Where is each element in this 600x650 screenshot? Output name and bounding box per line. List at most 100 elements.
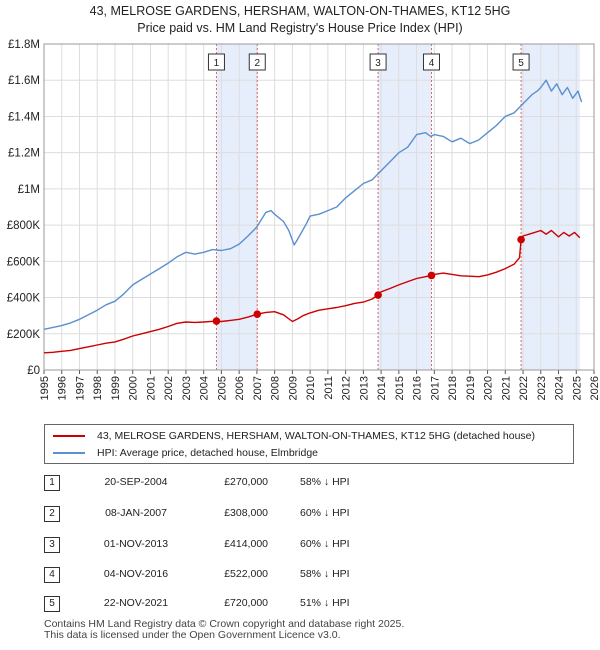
y-tick-label: £800K (7, 220, 41, 232)
transaction-hpi-diff: 60% ↓ HPI (300, 507, 350, 519)
x-tick-label: 2024 (554, 376, 566, 400)
sale-label-box (369, 53, 387, 71)
x-tick-label: 2022 (518, 376, 530, 400)
x-tick-label: 2002 (163, 376, 175, 400)
footer: Contains HM Land Registry data © Crown c… (44, 619, 404, 641)
chart-title: 43, MELROSE GARDENS, HERSHAM, WALTON-ON-… (0, 3, 600, 37)
sale-label-box (207, 53, 225, 71)
transaction-number: 1 (44, 475, 60, 491)
x-tick-label: 2000 (128, 376, 140, 400)
sale-label-box (422, 53, 440, 71)
table-row: 1 20-SEP-2004 £270,000 58% ↓ HPI (0, 475, 600, 493)
x-tick-label: 2017 (429, 376, 441, 400)
hpi-line (43, 79, 583, 330)
x-tick-label: 2003 (181, 376, 193, 400)
sale-point (427, 271, 436, 280)
y-tick-label: £1.8M (8, 39, 40, 51)
x-tick-label: 2007 (252, 376, 264, 400)
transaction-date: 08-JAN-2007 (105, 507, 167, 519)
legend: 43, MELROSE GARDENS, HERSHAM, WALTON-ON-… (44, 424, 574, 464)
transaction-date: 01-NOV-2013 (103, 538, 169, 550)
x-tick-label: 2014 (376, 376, 388, 400)
sale-point (212, 317, 221, 325)
sale-point (253, 310, 262, 319)
legend-swatch-property (53, 435, 85, 437)
x-tick-label: 2026 (589, 376, 600, 400)
transaction-price: £308,000 (224, 507, 268, 519)
sale-label-box (512, 53, 530, 71)
plot-area (44, 44, 594, 370)
y-tick-label: £1M (18, 184, 40, 196)
footer-line-1: Contains HM Land Registry data © Crown c… (44, 618, 405, 630)
transaction-number: 3 (44, 537, 60, 553)
transaction-price: £522,000 (224, 568, 268, 580)
title-line-2: Price paid vs. HM Land Registry's House … (137, 21, 463, 35)
price-chart: £0 £200K £400K £600K £800K £1M £1.2M £1.4M £1.6M… (7, 39, 600, 400)
x-tick-label: 1995 (39, 376, 51, 400)
x-tick-label: 2021 (500, 376, 512, 400)
legend-label-hpi: HPI: Average price, detached house, Elmb… (97, 447, 319, 459)
y-tick-label: £400K (7, 293, 41, 305)
sale-label: 3 (369, 53, 387, 71)
table-row: 2 08-JAN-2007 £308,000 60% ↓ HPI (0, 506, 600, 524)
title-line-1: 43, MELROSE GARDENS, HERSHAM, WALTON-ON-… (89, 4, 511, 18)
sale-label: 2 (248, 53, 266, 71)
y-tick-label: £200K (7, 329, 41, 341)
transaction-price: £270,000 (224, 476, 268, 488)
y-tick-label: £1.4M (8, 111, 40, 123)
x-tick-label: 2015 (394, 376, 406, 400)
x-tick-label: 2009 (287, 376, 299, 400)
sale-label-number: 3 (375, 58, 381, 69)
table-row: 5 22-NOV-2021 £720,000 51% ↓ HPI (0, 596, 600, 614)
x-tick-label: 2019 (465, 376, 477, 400)
transaction-price: £720,000 (224, 597, 268, 609)
sale-label: 4 (422, 53, 440, 71)
x-tick-label: 2004 (199, 376, 211, 400)
y-tick-label: £1.2M (8, 148, 40, 160)
transaction-hpi-diff: 58% ↓ HPI (300, 568, 350, 580)
y-tick-label: £0 (27, 365, 40, 377)
x-tick-label: 2001 (145, 376, 157, 400)
x-tick-label: 2010 (305, 376, 317, 400)
footer-line-2: This data is licensed under the Open Gov… (44, 629, 341, 641)
sale-point (517, 235, 525, 244)
transaction-number: 5 (44, 596, 60, 612)
shaded-period (378, 44, 432, 370)
y-tick-label: £600K (7, 256, 41, 268)
transaction-hpi-diff: 51% ↓ HPI (300, 597, 350, 609)
table-row: 4 04-NOV-2016 £522,000 58% ↓ HPI (0, 567, 600, 585)
sale-label: 1 (207, 53, 225, 71)
sale-label-number: 1 (214, 58, 220, 69)
transaction-hpi-diff: 58% ↓ HPI (300, 476, 350, 488)
y-tick-label: £1.6M (8, 75, 40, 87)
x-tick-label: 2012 (341, 376, 353, 400)
transaction-date: 20-SEP-2004 (104, 476, 168, 488)
x-tick-label: 2011 (323, 376, 335, 400)
transaction-date: 04-NOV-2016 (103, 568, 169, 580)
property-price-line (43, 229, 581, 354)
sale-label-number: 2 (254, 58, 260, 69)
plot-frame (43, 43, 595, 371)
x-tick-label: 1998 (92, 376, 104, 400)
x-tick-label: 2020 (483, 376, 495, 400)
sale-label-number: 4 (429, 58, 435, 69)
transaction-price: £414,000 (224, 538, 268, 550)
sale-label-box (248, 53, 266, 71)
x-tick-label: 2016 (412, 376, 424, 400)
x-tick-label: 2018 (447, 376, 459, 400)
x-tick-label: 2005 (216, 376, 228, 400)
x-tick-label: 1997 (74, 376, 86, 400)
sale-label: 5 (512, 53, 530, 71)
transaction-hpi-diff: 60% ↓ HPI (300, 538, 350, 550)
x-tick-label: 1996 (57, 376, 69, 400)
sale-point (374, 291, 382, 299)
shaded-period (521, 44, 580, 370)
x-tick-label: 2006 (234, 376, 246, 400)
legend-label-property: 43, MELROSE GARDENS, HERSHAM, WALTON-ON-… (97, 430, 536, 442)
sale-label-number: 5 (518, 58, 524, 69)
transaction-date: 22-NOV-2021 (103, 597, 169, 609)
transaction-number: 4 (44, 567, 60, 583)
transaction-number: 2 (44, 506, 60, 522)
x-tick-label: 2008 (270, 376, 282, 400)
legend-swatch-hpi (53, 452, 85, 454)
